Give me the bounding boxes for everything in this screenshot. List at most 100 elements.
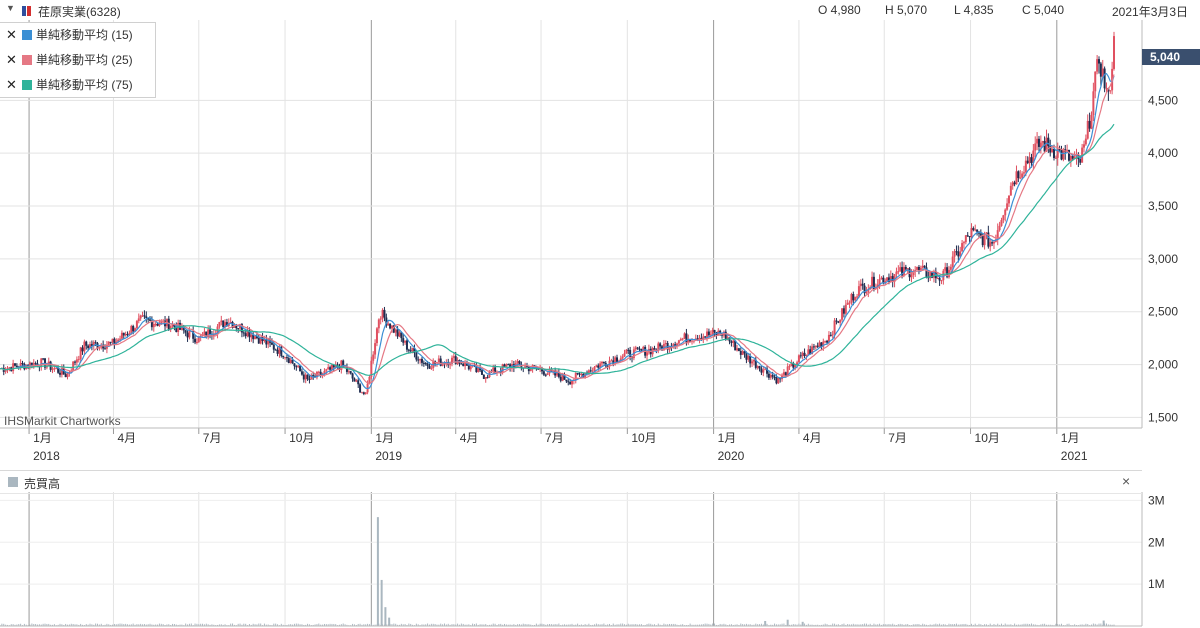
candle-body [672, 344, 675, 348]
volume-bar [843, 623, 845, 626]
candle-body [194, 338, 197, 343]
candle-body [1088, 120, 1091, 129]
candle-body [775, 377, 778, 384]
candle-body [173, 324, 176, 328]
x-tick-label: 4月 [460, 431, 479, 445]
volume-bar [894, 624, 896, 626]
candle-body [409, 350, 412, 352]
volume-bar [627, 623, 629, 626]
candle-body [90, 344, 93, 347]
candle-body [677, 340, 680, 344]
candle-body [398, 332, 401, 337]
volume-bar [704, 623, 706, 626]
volume-bar [547, 624, 549, 626]
y-tick-label: 1,500 [1148, 410, 1178, 424]
candle-body [878, 279, 881, 285]
candle-body [92, 342, 95, 347]
candle-body [180, 326, 183, 330]
x-tick-label: 10月 [631, 431, 656, 445]
remove-indicator-icon[interactable]: ✕ [6, 77, 17, 92]
candle-body [469, 366, 472, 370]
remove-indicator-icon[interactable]: ✕ [6, 52, 17, 67]
volume-bar [942, 624, 944, 626]
volume-bar [980, 624, 982, 626]
volume-bar [1002, 624, 1004, 626]
volume-bar [950, 624, 952, 626]
volume-bar [329, 623, 331, 626]
volume-bar [284, 624, 286, 626]
legend-item-ma15: ✕ 単純移動平均 (15) [6, 25, 133, 45]
volume-bar [265, 624, 267, 626]
candle-body [1084, 138, 1087, 145]
volume-bar [254, 624, 256, 626]
volume-bar [738, 624, 740, 626]
volume-bar [745, 623, 747, 626]
candle-body [257, 338, 260, 344]
volume-bar [564, 624, 566, 626]
candle-body [769, 374, 772, 378]
volume-bar [987, 624, 989, 626]
candle-body [884, 280, 887, 284]
candle-body [1071, 156, 1074, 159]
candle-body [392, 325, 395, 333]
candle-body [430, 367, 433, 369]
candle-body [906, 268, 909, 270]
candle-body [460, 363, 463, 365]
volume-bar [629, 624, 631, 626]
candle-body [839, 319, 842, 323]
candle-body [601, 361, 604, 364]
volume-bar [817, 624, 819, 626]
volume-bar [783, 623, 785, 626]
volume-bar [188, 623, 190, 626]
candle-body [931, 271, 934, 278]
volume-bar [63, 624, 65, 626]
candle-body [824, 340, 827, 342]
candle-body [970, 228, 973, 238]
volume-bar [1034, 624, 1036, 626]
candle-body [40, 358, 43, 368]
volume-bar [314, 624, 316, 626]
candle-body [848, 302, 851, 304]
volume-bar [222, 624, 224, 626]
volume-bar [961, 624, 963, 626]
candle-body [904, 266, 907, 270]
volume-bar [282, 624, 284, 626]
candle-body [1062, 149, 1065, 160]
volume-bar [50, 624, 52, 626]
candle-body [94, 342, 97, 344]
candle-body [781, 374, 784, 380]
remove-indicator-icon[interactable]: ✕ [6, 27, 17, 42]
volume-bar [322, 624, 324, 626]
volume-bar [657, 623, 659, 626]
candle-body [805, 354, 808, 356]
candle-body [345, 366, 348, 372]
volume-bar [505, 624, 507, 626]
volume-bar [779, 624, 781, 626]
volume-bar [451, 624, 453, 626]
volume-bar [849, 624, 851, 626]
candle-body [747, 355, 750, 360]
candle-body [87, 345, 90, 349]
volume-bar [38, 624, 40, 626]
volume-bar [520, 624, 522, 626]
candle-body [612, 360, 615, 365]
candle-body [1036, 138, 1039, 144]
candle-body [887, 277, 890, 283]
candle-body [482, 374, 485, 379]
volume-spike-bar [801, 621, 804, 626]
candle-body [1015, 171, 1018, 185]
volume-bar [110, 624, 112, 626]
volume-bar [185, 623, 187, 626]
volume-bar [1019, 624, 1021, 626]
volume-bar [700, 624, 702, 626]
candle-body [730, 341, 733, 343]
collapse-triangle-icon[interactable]: ▼ [6, 3, 15, 13]
candle-body [734, 340, 737, 351]
close-panel-button[interactable]: × [1122, 473, 1131, 489]
volume-bar [368, 624, 370, 626]
volume-bar [410, 623, 412, 626]
volume-bar [68, 624, 70, 626]
candle-body [424, 363, 427, 365]
volume-bar [127, 624, 129, 626]
